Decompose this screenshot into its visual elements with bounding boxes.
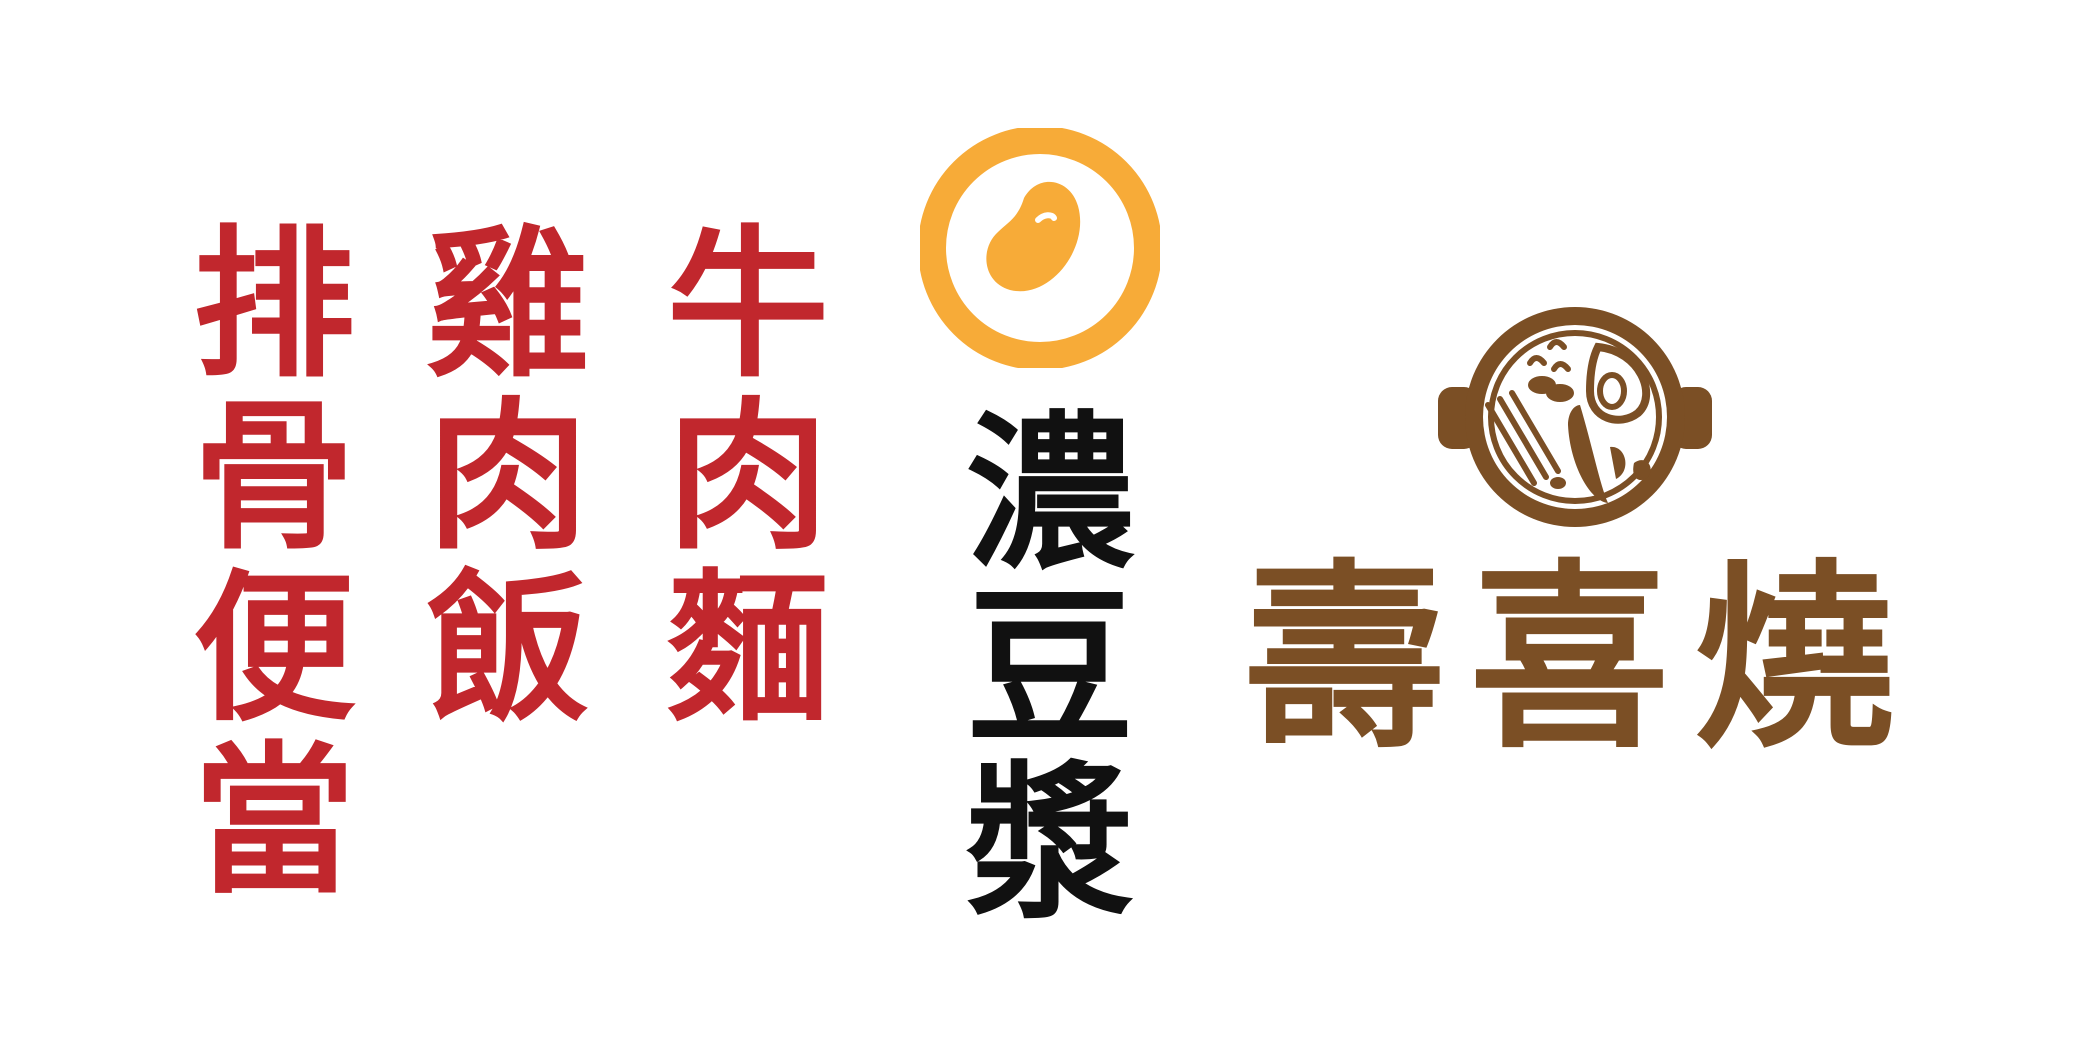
soy-milk-label: 濃 豆 漿 — [950, 410, 1150, 935]
sukiyaki-char: 喜 — [1469, 543, 1670, 776]
menu-char: 當 — [193, 728, 355, 916]
menu-char: 肉 — [667, 384, 829, 572]
menu-char: 麵 — [667, 556, 829, 744]
menu-column-chicken-rice: 雞 肉 飯 — [422, 225, 594, 741]
menu-char: 排 — [193, 212, 355, 400]
sukiyaki-label: 壽 喜 燒 — [1232, 560, 1907, 760]
menu-char: 飯 — [427, 556, 589, 744]
menu-char: 便 — [193, 556, 355, 744]
hotpot-icon — [1438, 307, 1712, 527]
sukiyaki-char: 燒 — [1694, 543, 1895, 776]
menu-column-beef-noodles: 牛 肉 麵 — [662, 225, 834, 741]
soybean-icon — [920, 128, 1160, 368]
sukiyaki-char: 壽 — [1244, 543, 1445, 776]
menu-char: 牛 — [667, 212, 829, 400]
soy-milk-char: 濃 — [966, 396, 1134, 592]
menu-char: 骨 — [193, 384, 355, 572]
soy-milk-char: 豆 — [966, 571, 1134, 767]
menu-char: 雞 — [427, 212, 589, 400]
soy-milk-char: 漿 — [966, 746, 1134, 942]
menu-char: 肉 — [427, 384, 589, 572]
menu-column-pork-chop-bento: 排 骨 便 當 — [188, 225, 360, 913]
